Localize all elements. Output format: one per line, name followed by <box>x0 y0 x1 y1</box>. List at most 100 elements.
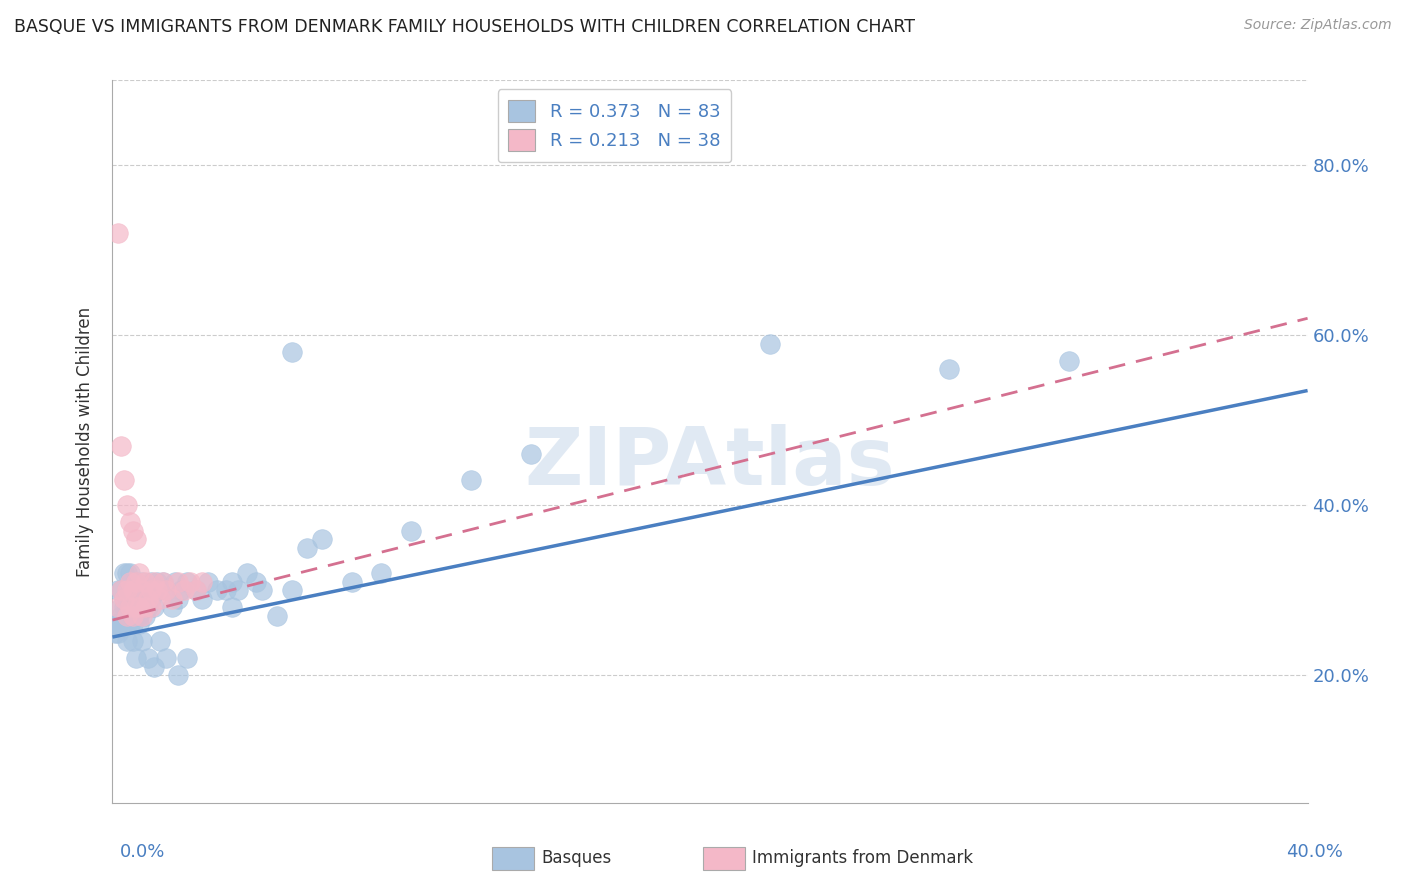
Point <box>120 574 142 589</box>
Point <box>146 574 169 589</box>
Point <box>173 583 195 598</box>
Point <box>122 617 145 632</box>
Point <box>107 583 129 598</box>
Point <box>134 591 156 606</box>
Point <box>114 617 135 632</box>
Point <box>295 541 318 555</box>
Point <box>281 345 304 359</box>
Point <box>138 600 160 615</box>
Point <box>149 583 172 598</box>
Point <box>938 362 960 376</box>
Point <box>266 608 288 623</box>
Point <box>149 634 172 648</box>
Point <box>128 591 150 606</box>
Point <box>191 591 214 606</box>
Point <box>143 600 166 615</box>
Point <box>125 600 148 615</box>
Point <box>236 566 259 581</box>
Point <box>117 634 139 648</box>
Point <box>110 608 132 623</box>
Point <box>125 651 148 665</box>
Point <box>131 608 153 623</box>
Point <box>114 566 135 581</box>
Point <box>186 583 208 598</box>
Point <box>152 574 174 589</box>
Point <box>117 498 139 512</box>
Text: Source: ZipAtlas.com: Source: ZipAtlas.com <box>1244 18 1392 32</box>
Point <box>167 574 190 589</box>
Point <box>128 608 150 623</box>
Point <box>170 583 193 598</box>
Point <box>114 591 135 606</box>
Point <box>162 591 183 606</box>
Point <box>131 583 153 598</box>
Point <box>122 591 145 606</box>
Point <box>152 574 174 589</box>
Text: 0.0%: 0.0% <box>120 843 165 861</box>
Point <box>401 524 423 538</box>
Point <box>125 600 148 615</box>
Text: BASQUE VS IMMIGRANTS FROM DENMARK FAMILY HOUSEHOLDS WITH CHILDREN CORRELATION CH: BASQUE VS IMMIGRANTS FROM DENMARK FAMILY… <box>14 18 915 36</box>
Point <box>191 574 214 589</box>
Point <box>245 574 267 589</box>
Point <box>122 583 145 598</box>
Point <box>120 583 142 598</box>
Point <box>107 227 129 241</box>
Point <box>128 617 150 632</box>
Point <box>110 583 132 598</box>
Point <box>131 634 153 648</box>
Point <box>167 668 190 682</box>
Point <box>167 591 190 606</box>
Point <box>759 336 782 351</box>
Point <box>110 583 132 598</box>
Point <box>141 574 163 589</box>
Point <box>311 533 333 547</box>
Point <box>117 617 139 632</box>
Point <box>205 583 228 598</box>
Text: 40.0%: 40.0% <box>1286 843 1343 861</box>
Point <box>221 574 243 589</box>
Point <box>143 660 166 674</box>
Point <box>122 524 145 538</box>
Point <box>176 574 198 589</box>
Point <box>122 608 145 623</box>
Point <box>131 600 153 615</box>
Point <box>146 583 169 598</box>
Point <box>120 617 142 632</box>
Point <box>141 600 163 615</box>
Point <box>120 608 142 623</box>
Point <box>128 600 150 615</box>
Point <box>131 574 153 589</box>
Point <box>120 600 142 615</box>
Point <box>149 591 172 606</box>
Point <box>138 591 160 606</box>
Point <box>143 574 166 589</box>
Point <box>520 447 543 461</box>
Point <box>104 625 127 640</box>
Point <box>117 608 139 623</box>
Point <box>143 583 166 598</box>
Point <box>155 651 177 665</box>
Point <box>131 583 153 598</box>
Point <box>281 583 304 598</box>
Point <box>125 574 148 589</box>
Point <box>104 617 127 632</box>
Point <box>101 617 124 632</box>
Point <box>141 591 163 606</box>
Point <box>141 583 163 598</box>
Point <box>226 583 249 598</box>
Point <box>125 608 148 623</box>
Point <box>117 591 139 606</box>
Point <box>125 533 148 547</box>
Point <box>186 583 208 598</box>
Point <box>134 574 156 589</box>
Point <box>197 574 219 589</box>
Legend: R = 0.373   N = 83, R = 0.213   N = 38: R = 0.373 N = 83, R = 0.213 N = 38 <box>498 89 731 162</box>
Point <box>110 600 132 615</box>
Point <box>340 574 363 589</box>
Point <box>134 608 156 623</box>
Point <box>117 566 139 581</box>
Point <box>114 473 135 487</box>
Point <box>155 583 177 598</box>
Point <box>128 566 150 581</box>
